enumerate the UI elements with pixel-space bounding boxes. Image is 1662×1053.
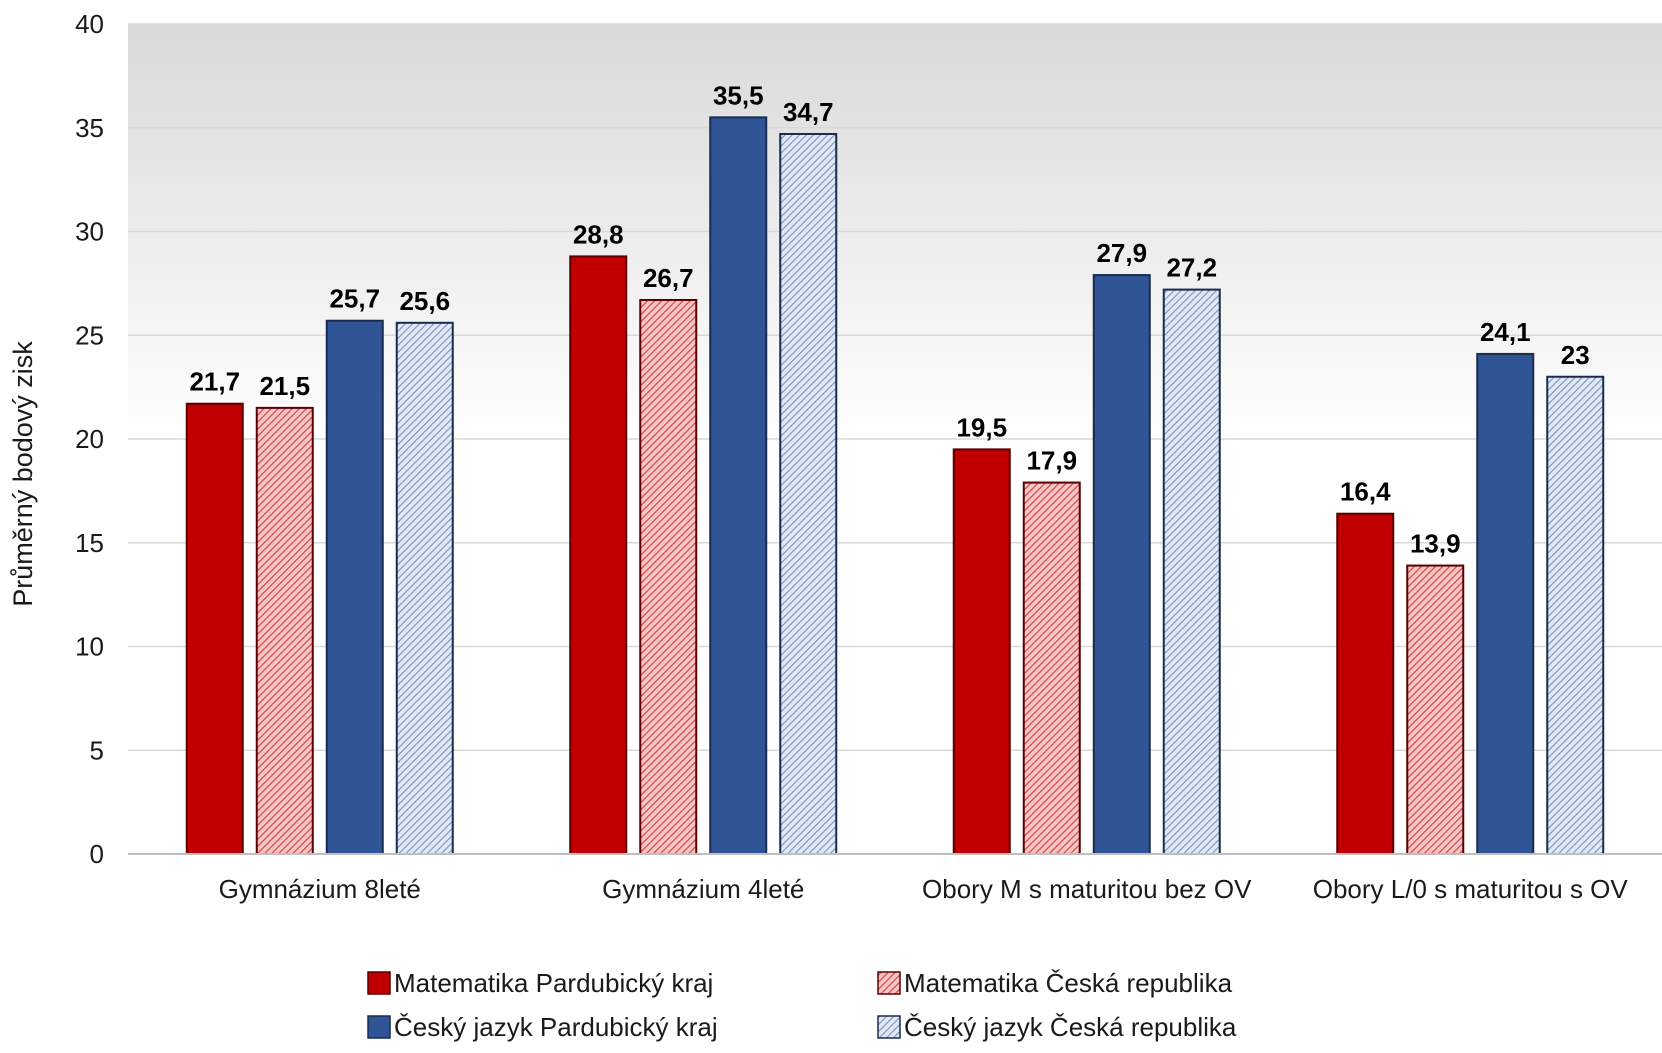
bar bbox=[1092, 274, 1151, 855]
legend-label: Matematika Česká republika bbox=[904, 968, 1233, 998]
data-label: 35,5 bbox=[713, 80, 764, 110]
legend-swatch bbox=[877, 971, 901, 995]
legend-swatch bbox=[367, 971, 391, 995]
bar bbox=[639, 298, 698, 856]
data-label: 16,4 bbox=[1340, 477, 1391, 507]
legend: Matematika Pardubický kraj Matematika Čes… bbox=[367, 968, 1237, 1042]
legend-label: Český jazyk Pardubický kraj bbox=[394, 1012, 718, 1042]
x-category-label: Obory L/0 s maturitou s OV bbox=[1313, 874, 1629, 904]
axes: 0 5 10 15 20 25 30 35 40 Gymnázium 8leté Gymnázium… bbox=[75, 9, 1662, 904]
bar bbox=[185, 402, 244, 855]
bar bbox=[1546, 375, 1605, 855]
data-label: 17,9 bbox=[1026, 446, 1077, 476]
legend-swatch bbox=[877, 1015, 901, 1039]
bar bbox=[709, 116, 768, 855]
y-tick-label: 40 bbox=[75, 9, 104, 39]
y-tick-label: 20 bbox=[75, 424, 104, 454]
y-tick-label: 5 bbox=[90, 735, 104, 765]
data-label: 26,7 bbox=[643, 263, 694, 293]
data-label: 27,9 bbox=[1096, 238, 1147, 268]
bar bbox=[569, 255, 628, 855]
x-category-label: Gymnázium 4leté bbox=[602, 874, 804, 904]
data-label: 21,5 bbox=[259, 371, 310, 401]
bar bbox=[1406, 564, 1465, 855]
bar bbox=[395, 321, 454, 855]
bar bbox=[1476, 352, 1535, 855]
legend-swatch bbox=[367, 1015, 391, 1039]
y-tick-label: 30 bbox=[75, 217, 104, 247]
y-tick-label: 35 bbox=[75, 113, 104, 143]
data-label: 23 bbox=[1561, 340, 1590, 370]
y-axis-title: Průměrný bodový zisk bbox=[8, 341, 38, 607]
bar bbox=[255, 406, 314, 855]
data-label: 13,9 bbox=[1410, 529, 1461, 559]
data-label: 27,2 bbox=[1166, 253, 1217, 283]
bar bbox=[779, 132, 838, 856]
y-tick-label: 15 bbox=[75, 528, 104, 558]
data-label: 21,7 bbox=[189, 367, 240, 397]
data-labels: 21,7 21,5 25,7 25,6 28,8 26,7 35,5 34,7 19,5 17,9… bbox=[189, 80, 1589, 558]
bars bbox=[185, 116, 1605, 856]
bar bbox=[1162, 288, 1221, 856]
bar bbox=[1022, 481, 1081, 855]
data-label: 25,6 bbox=[399, 286, 450, 316]
data-label: 24,1 bbox=[1480, 317, 1531, 347]
x-category-label: Gymnázium 8leté bbox=[219, 874, 421, 904]
data-label: 25,7 bbox=[329, 284, 380, 314]
y-tick-label: 25 bbox=[75, 320, 104, 350]
data-label: 34,7 bbox=[783, 97, 834, 127]
y-tick-label: 10 bbox=[75, 632, 104, 662]
legend-label: Matematika Pardubický kraj bbox=[394, 968, 713, 998]
bar bbox=[952, 448, 1011, 855]
bar bbox=[1336, 512, 1395, 855]
bar bbox=[325, 319, 384, 856]
data-label: 28,8 bbox=[573, 219, 624, 249]
data-label: 19,5 bbox=[956, 412, 1007, 442]
y-tick-label: 0 bbox=[90, 839, 104, 869]
legend-label: Český jazyk Česká republika bbox=[904, 1012, 1237, 1042]
x-category-label: Obory M s maturitou bez OV bbox=[922, 874, 1252, 904]
